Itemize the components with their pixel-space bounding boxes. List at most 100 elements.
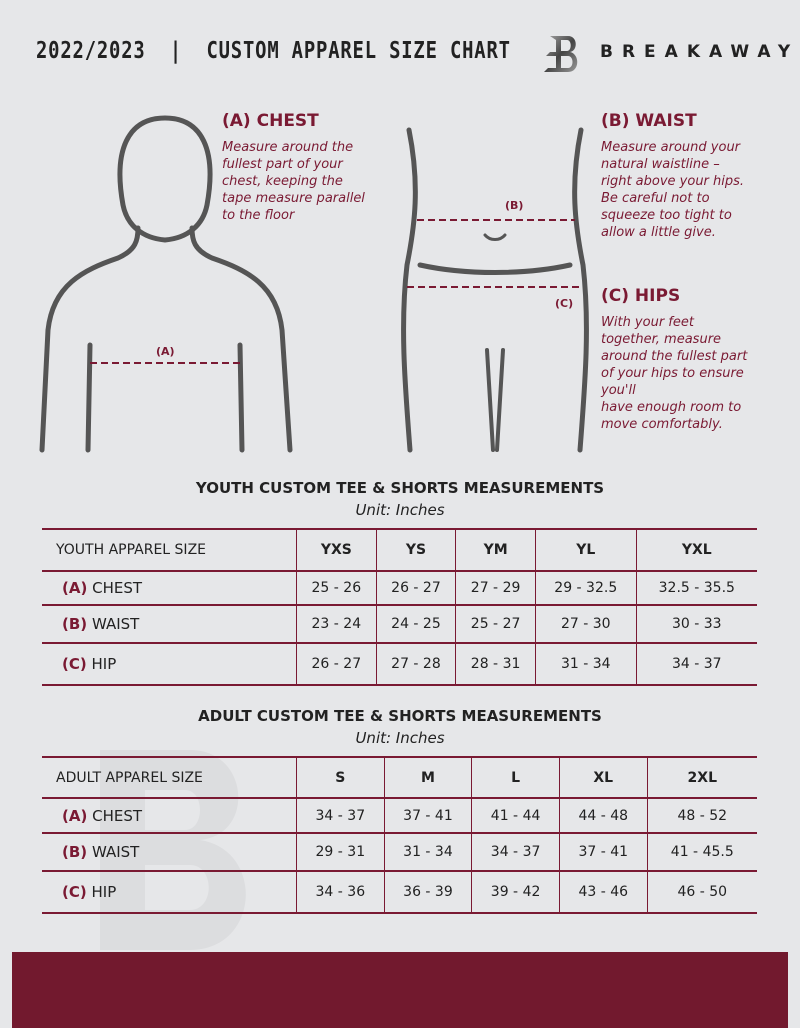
hips-text: move comfortably. <box>601 417 723 432</box>
measurement-value: 37 - 41 <box>383 798 472 833</box>
size-column-header: YL <box>534 529 637 571</box>
measurement-name: HIP <box>91 655 117 673</box>
measurement-label: (C) HIP <box>42 871 297 913</box>
measurement-value: 39 - 42 <box>471 871 560 913</box>
hips-guide: (C) HIPS With your feet together, measur… <box>601 286 747 433</box>
measurement-value: 27 - 30 <box>534 605 637 643</box>
watermark-logo <box>100 750 246 950</box>
measurement-label: (B) WAIST <box>42 605 297 643</box>
measurement-value: 28 - 31 <box>455 643 536 685</box>
hips-text: you'll <box>601 383 636 398</box>
measurement-value: 41 - 45.5 <box>646 833 757 871</box>
adult-size-table: ADULT APPAREL SIZE S M L XL 2XL (A) CHEST 34 - … <box>42 756 757 914</box>
waist-heading: (B) WAIST <box>601 111 697 131</box>
size-column-header: YXL <box>635 529 757 571</box>
table-header-row: YOUTH APPAREL SIZE YXS YS YM YL YXL <box>42 529 757 571</box>
size-column-header: YM <box>455 529 536 571</box>
measurement-name: CHEST <box>92 579 143 597</box>
measurement-value: 26 - 27 <box>296 643 377 685</box>
brand-name: BREAKAWAY <box>600 42 800 62</box>
measurement-letter: (A) <box>62 579 88 597</box>
adult-table-title: ADULT CUSTOM TEE & SHORTS MEASUREMENTS <box>198 707 602 725</box>
measurement-letter: (B) <box>62 843 88 861</box>
measurement-value: 34 - 37 <box>635 643 757 685</box>
measurement-value: 48 - 52 <box>646 798 757 833</box>
table-row: (A) CHEST 25 - 26 26 - 27 27 - 29 29 - 32.5 3… <box>42 571 757 605</box>
measurement-value: 27 - 28 <box>375 643 456 685</box>
chest-heading: (A) CHEST <box>222 111 319 131</box>
measurement-letter: (C) <box>62 883 87 901</box>
page-title: 2022/2023 | CUSTOM APPAREL SIZE CHART <box>36 38 511 64</box>
waist-text: natural waistline – <box>601 157 720 172</box>
size-column-header: 2XL <box>646 757 757 798</box>
size-column-header: M <box>383 757 472 798</box>
waist-text: squeeze too tight to <box>601 208 732 223</box>
waist-guide: (B) WAIST Measure around your natural wa… <box>601 111 744 241</box>
size-column-header: S <box>296 757 385 798</box>
waist-marker: (B) <box>505 199 523 212</box>
table-header-row: ADULT APPAREL SIZE S M L XL 2XL <box>42 757 757 798</box>
upper-body-figure: (A) <box>39 115 293 453</box>
measurement-value: 31 - 34 <box>534 643 637 685</box>
table-row: (B) WAIST 29 - 31 31 - 34 34 - 37 37 - 41 41 … <box>42 833 757 871</box>
footer-band <box>12 952 788 1028</box>
measurement-value: 26 - 27 <box>375 571 456 605</box>
table-row: (B) WAIST 23 - 24 24 - 25 25 - 27 27 - 30 30 … <box>42 605 757 643</box>
measurement-value: 36 - 39 <box>383 871 472 913</box>
measurement-letter: (B) <box>62 615 88 633</box>
hips-text: together, measure <box>601 332 722 347</box>
measurement-name: CHEST <box>92 806 143 825</box>
chest-text: fullest part of your <box>222 157 343 172</box>
lower-body-figure: (B) (C) <box>401 127 589 453</box>
measurement-name: WAIST <box>91 843 140 861</box>
size-column-header: YXS <box>296 529 377 571</box>
measurement-value: 41 - 44 <box>471 798 560 833</box>
measurement-letter: (C) <box>62 655 87 673</box>
measurement-value: 31 - 34 <box>383 833 472 871</box>
chest-text: tape measure parallel <box>222 191 365 206</box>
chest-marker: (A) <box>156 345 175 358</box>
measurement-value: 34 - 37 <box>296 798 385 833</box>
chest-text: Measure around the <box>222 140 354 155</box>
measurement-label: (A) CHEST <box>42 798 297 833</box>
measurement-value: 37 - 41 <box>558 833 648 871</box>
hips-text: around the fullest part <box>601 349 748 364</box>
measurement-label: (B) WAIST <box>42 833 297 871</box>
measurement-value: 29 - 32.5 <box>534 571 637 605</box>
hips-marker: (C) <box>555 297 573 310</box>
hips-text: of your hips to ensure <box>601 366 744 381</box>
breakaway-logo <box>544 36 578 72</box>
waist-text: Be careful not to <box>601 191 710 206</box>
waist-text: allow a little give. <box>601 225 716 240</box>
youth-table-unit: Unit: Inches <box>355 501 445 519</box>
size-column-header: L <box>471 757 560 798</box>
waist-text: right above your hips. <box>601 174 745 189</box>
measurement-label: (A) CHEST <box>42 571 297 605</box>
measurement-value: 32.5 - 35.5 <box>635 571 757 605</box>
size-column-header: YS <box>375 529 456 571</box>
measurement-value: 46 - 50 <box>646 871 757 913</box>
measurement-value: 34 - 37 <box>471 833 560 871</box>
adult-table-unit: Unit: Inches <box>355 729 445 747</box>
size-header: YOUTH APPAREL SIZE <box>56 542 207 558</box>
measurement-value: 23 - 24 <box>296 605 377 643</box>
hips-heading: (C) HIPS <box>601 286 681 306</box>
waist-text: Measure around your <box>601 140 741 155</box>
measurement-value: 27 - 29 <box>455 571 536 605</box>
measurement-value: 29 - 31 <box>296 833 385 871</box>
chest-guide: (A) CHEST Measure around the fullest par… <box>222 111 365 224</box>
measurement-value: 30 - 33 <box>635 605 757 643</box>
table-row: (C) HIP 34 - 36 36 - 39 39 - 42 43 - 46 46 - … <box>42 871 757 913</box>
measurement-letter: (A) <box>62 806 88 825</box>
measurement-value: 25 - 26 <box>296 571 377 605</box>
measurement-name: HIP <box>91 883 117 901</box>
measurement-value: 25 - 27 <box>455 605 536 643</box>
chest-text: to the floor <box>222 208 295 223</box>
measurement-value: 43 - 46 <box>558 871 648 913</box>
hips-text: have enough room to <box>601 400 742 415</box>
size-header: ADULT APPAREL SIZE <box>56 769 203 786</box>
youth-size-table: YOUTH APPAREL SIZE YXS YS YM YL YXL (A) CHEST 2… <box>42 528 757 686</box>
measurement-name: WAIST <box>91 615 140 633</box>
table-row: (A) CHEST 34 - 37 37 - 41 41 - 44 44 - 48 48 … <box>42 798 757 833</box>
measurement-value: 44 - 48 <box>558 798 648 833</box>
